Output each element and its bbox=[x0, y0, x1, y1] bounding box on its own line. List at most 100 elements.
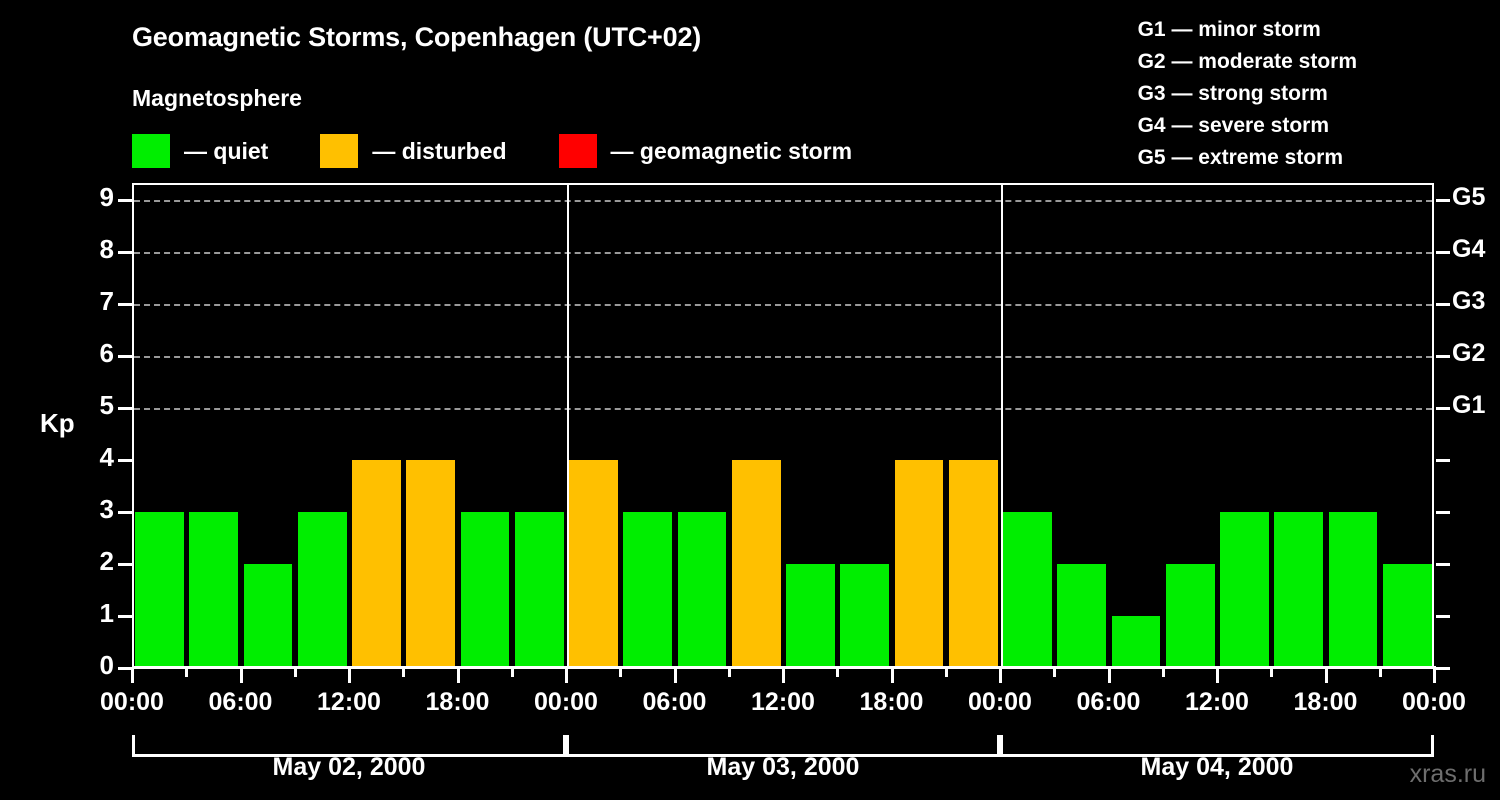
x-tick-label-8: 00:00 bbox=[968, 688, 1032, 716]
bar-9 bbox=[623, 512, 672, 668]
bar-22 bbox=[1328, 512, 1378, 668]
bar-20 bbox=[1220, 512, 1269, 668]
x-tick-24 bbox=[1433, 669, 1436, 683]
x-tick-13 bbox=[836, 669, 840, 677]
bar-0 bbox=[135, 512, 184, 668]
bar-8 bbox=[569, 460, 618, 668]
color-legend: — quiet — disturbed — geomagnetic storm bbox=[132, 134, 852, 168]
g-tick-kp-0 bbox=[1436, 667, 1450, 670]
g-tick-kp-7 bbox=[1436, 303, 1450, 306]
bar-7 bbox=[514, 512, 564, 668]
date-label-3: May 04, 2000 bbox=[1140, 753, 1294, 781]
x-axis-line bbox=[132, 666, 1436, 669]
orange-swatch bbox=[320, 134, 359, 168]
g-legend-item-g1: G1 — minor storm bbox=[1137, 18, 1321, 41]
bar-6 bbox=[460, 512, 510, 668]
x-tick-5 bbox=[402, 669, 406, 677]
x-tick-label-9: 06:00 bbox=[1076, 688, 1141, 716]
y-tick-9 bbox=[118, 199, 132, 202]
date-label-1: May 02, 2000 bbox=[272, 753, 426, 781]
g-axis-label-g1: G1 bbox=[1452, 391, 1486, 419]
gridline-kp-8 bbox=[134, 252, 1432, 254]
x-tick-label-6: 12:00 bbox=[751, 688, 815, 716]
y-tick-7 bbox=[118, 303, 132, 306]
x-tick-18 bbox=[1107, 669, 1111, 683]
y-tick-1 bbox=[118, 615, 132, 618]
y-tick-5 bbox=[118, 407, 132, 410]
y-tick-6 bbox=[118, 355, 132, 358]
series-label: Magnetosphere bbox=[132, 85, 302, 111]
x-tick-16 bbox=[999, 669, 1002, 683]
legend-entry-storm: — geomagnetic storm bbox=[558, 134, 853, 168]
bar-19 bbox=[1165, 564, 1215, 668]
x-tick-17 bbox=[1053, 669, 1057, 677]
x-tick-label-0: 00:00 bbox=[100, 688, 164, 716]
x-tick-23 bbox=[1378, 669, 1382, 677]
y-tick-8 bbox=[118, 251, 132, 254]
x-tick-label-2: 12:00 bbox=[317, 688, 381, 716]
x-tick-label-7: 18:00 bbox=[859, 688, 924, 716]
x-tick-21 bbox=[1270, 669, 1274, 677]
y-tick-label-5: 5 bbox=[99, 390, 114, 420]
x-tick-label-11: 18:00 bbox=[1293, 688, 1358, 716]
x-tick-label-4: 00:00 bbox=[534, 688, 598, 716]
g-tick-kp-4 bbox=[1436, 459, 1450, 462]
bar-15 bbox=[948, 460, 998, 668]
legend-label-storm: — geomagnetic storm bbox=[610, 137, 853, 164]
y-tick-label-7: 7 bbox=[99, 286, 114, 316]
bar-12 bbox=[786, 564, 835, 668]
x-tick-label-5: 06:00 bbox=[642, 688, 707, 716]
bar-5 bbox=[406, 460, 455, 668]
bar-2 bbox=[243, 564, 293, 668]
y-tick-3 bbox=[118, 511, 132, 514]
x-tick-4 bbox=[348, 669, 351, 683]
g-axis-label-g5: G5 bbox=[1452, 183, 1486, 211]
bar-4 bbox=[352, 460, 401, 668]
y-tick-4 bbox=[118, 459, 132, 462]
bar-16 bbox=[1003, 512, 1052, 668]
g-tick-kp-6 bbox=[1436, 355, 1450, 358]
x-tick-label-3: 18:00 bbox=[425, 688, 490, 716]
g-legend-item-g5: G5 — extreme storm bbox=[1137, 146, 1344, 169]
y-tick-0 bbox=[118, 667, 132, 670]
y-tick-2 bbox=[118, 563, 132, 566]
gridline-kp-9 bbox=[134, 200, 1432, 202]
bar-17 bbox=[1057, 564, 1106, 668]
red-swatch bbox=[558, 134, 597, 168]
g-tick-kp-3 bbox=[1436, 511, 1450, 514]
date-bracket-3 bbox=[1000, 735, 1434, 757]
g-tick-kp-1 bbox=[1436, 615, 1450, 618]
g-tick-kp-5 bbox=[1436, 407, 1450, 410]
date-bracket-2 bbox=[566, 735, 1000, 757]
y-tick-label-3: 3 bbox=[99, 494, 114, 524]
y-axis-title: Kp bbox=[40, 408, 75, 438]
legend-label-quiet: — quiet bbox=[184, 137, 269, 164]
x-tick-22 bbox=[1324, 669, 1328, 683]
bar-23 bbox=[1382, 564, 1432, 668]
y-tick-label-2: 2 bbox=[99, 546, 114, 576]
x-tick-10 bbox=[673, 669, 677, 683]
day-divider-1 bbox=[567, 185, 569, 668]
gridline-kp-5 bbox=[134, 408, 1432, 410]
x-tick-label-12: 00:00 bbox=[1402, 688, 1466, 716]
legend-entry-quiet: — quiet bbox=[132, 134, 268, 168]
watermark: xras.ru bbox=[1409, 760, 1486, 788]
x-tick-3 bbox=[293, 669, 297, 677]
g-legend-item-g2: G2 — moderate storm bbox=[1137, 50, 1357, 73]
bar-21 bbox=[1274, 512, 1323, 668]
y-tick-label-8: 8 bbox=[99, 234, 114, 264]
bar-11 bbox=[731, 460, 781, 668]
x-tick-label-10: 12:00 bbox=[1185, 688, 1249, 716]
x-tick-11 bbox=[727, 669, 731, 677]
x-tick-0 bbox=[131, 669, 134, 683]
x-tick-19 bbox=[1161, 669, 1165, 677]
bar-10 bbox=[677, 512, 727, 668]
day-divider-2 bbox=[1001, 185, 1003, 668]
bar-18 bbox=[1111, 616, 1161, 668]
date-label-2: May 03, 2000 bbox=[706, 753, 860, 781]
x-tick-15 bbox=[944, 669, 948, 677]
g-tick-kp-8 bbox=[1436, 251, 1450, 254]
y-tick-label-4: 4 bbox=[99, 442, 114, 472]
g-axis-label-g2: G2 bbox=[1452, 339, 1486, 367]
bar-13 bbox=[840, 564, 889, 668]
